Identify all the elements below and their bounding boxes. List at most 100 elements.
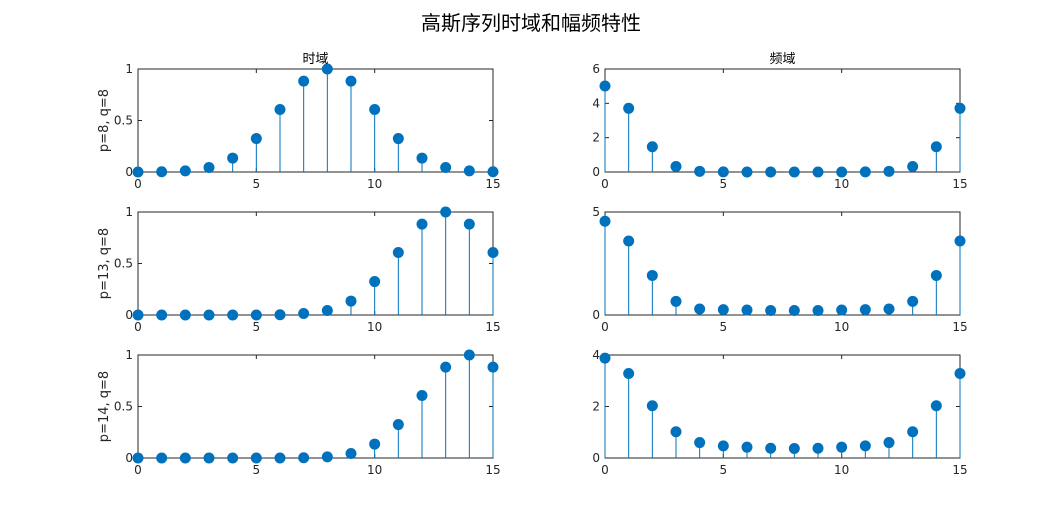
subplot-freq-3: 0 5 10 15 0 2 4 [592, 348, 967, 477]
stem-marker [741, 441, 753, 453]
y-axis-label: p=14, q=8 [97, 371, 112, 442]
x-tick-label: 5 [720, 320, 728, 334]
x-tick-label: 15 [485, 463, 500, 477]
stem-marker [623, 102, 635, 114]
stem-marker [203, 309, 215, 321]
stem-marker [623, 368, 635, 380]
stem-marker [765, 442, 777, 454]
stem-marker [694, 303, 706, 315]
stem-marker [203, 161, 215, 173]
subplot-time-3: 0 5 10 15 0 0.5 1 p=14, q=8 [97, 348, 501, 477]
y-tick-label: 2 [592, 131, 600, 145]
stem-marker [788, 442, 800, 454]
stem-marker [646, 269, 658, 281]
subplot-freq-2: 0 5 10 15 0 5 [592, 205, 967, 334]
y-tick-label: 4 [592, 96, 600, 110]
axes-box [137, 354, 494, 459]
x-tick-label: 5 [253, 463, 261, 477]
x-tick-label: 15 [952, 320, 967, 334]
stem-marker [227, 309, 239, 321]
axes-box [604, 68, 961, 173]
subplot-time-1: 0 5 10 15 0 0.5 1 时域 p=8, q=8 [97, 52, 501, 191]
stem-marker [321, 63, 333, 75]
axes-box [137, 68, 494, 173]
stem-marker [250, 309, 262, 321]
x-tick-label: 10 [367, 463, 382, 477]
y-tick-label: 1 [125, 205, 133, 219]
stem-marker [788, 166, 800, 178]
y-tick-label: 4 [592, 348, 600, 362]
y-axis-label: p=13, q=8 [97, 228, 112, 299]
stem-marker [369, 276, 381, 288]
stem-marker [416, 390, 428, 402]
stem-marker [646, 141, 658, 153]
y-tick-label: 0.5 [114, 114, 133, 128]
subplot-freq-1: 0 5 10 15 0 2 4 6 频域 [592, 52, 967, 191]
y-tick-label: 5 [592, 205, 600, 219]
stem-marker [440, 161, 452, 173]
stem-marker [907, 295, 919, 307]
stem-marker [812, 304, 824, 316]
stem-marker [321, 304, 333, 316]
stem-marker [440, 206, 452, 218]
stem-marker [179, 452, 191, 464]
stem-marker [298, 307, 310, 319]
y-tick-label: 0 [592, 308, 600, 322]
stem-marker [883, 165, 895, 177]
axes-box [604, 354, 961, 459]
stem-marker [599, 215, 611, 227]
stem-marker [132, 166, 144, 178]
stem-marker [717, 440, 729, 452]
stem-marker [132, 452, 144, 464]
stem-marker [179, 165, 191, 177]
x-tick-label: 0 [134, 177, 142, 191]
stem-marker [930, 141, 942, 153]
stem-marker [694, 437, 706, 449]
stem-marker [298, 452, 310, 464]
stem-marker [623, 235, 635, 247]
stem-marker [883, 303, 895, 315]
stem-marker [369, 438, 381, 450]
stem-marker [392, 419, 404, 431]
x-tick-label: 15 [485, 177, 500, 191]
axes-box [604, 211, 961, 316]
x-tick-label: 5 [253, 177, 261, 191]
subplot-time-2: 0 5 10 15 0 0.5 1 p=13, q=8 [97, 205, 501, 334]
stem-marker [156, 309, 168, 321]
figure-title: 高斯序列时域和幅频特性 [421, 11, 641, 35]
stem-marker [907, 161, 919, 173]
x-tick-label: 0 [601, 463, 609, 477]
stem-marker [369, 104, 381, 116]
stem-marker [203, 452, 215, 464]
y-tick-label: 0.5 [114, 257, 133, 271]
x-tick-label: 5 [720, 177, 728, 191]
x-tick-label: 15 [952, 463, 967, 477]
y-tick-label: 1 [125, 62, 133, 76]
stem-marker [646, 400, 658, 412]
stem-marker [741, 304, 753, 316]
stem-marker [765, 304, 777, 316]
x-tick-label: 5 [253, 320, 261, 334]
stem-marker [440, 361, 452, 373]
stem-marker [812, 166, 824, 178]
stem-marker [416, 152, 428, 164]
y-tick-label: 0 [592, 451, 600, 465]
stem-marker [788, 304, 800, 316]
axes-box [137, 211, 494, 316]
stem-marker [345, 295, 357, 307]
x-tick-label: 10 [834, 463, 849, 477]
stem-marker [250, 133, 262, 145]
x-tick-label: 0 [601, 177, 609, 191]
stem-marker [250, 452, 262, 464]
stem-marker [156, 166, 168, 178]
subplot-title: 频域 [769, 52, 795, 67]
stem-marker [463, 349, 475, 361]
stem-marker [670, 426, 682, 438]
stem-marker [836, 304, 848, 316]
stem-marker [930, 269, 942, 281]
stem-marker [345, 447, 357, 459]
y-tick-label: 0 [125, 165, 133, 179]
stem-marker [907, 426, 919, 438]
y-tick-label: 1 [125, 348, 133, 362]
stem-marker [463, 165, 475, 177]
